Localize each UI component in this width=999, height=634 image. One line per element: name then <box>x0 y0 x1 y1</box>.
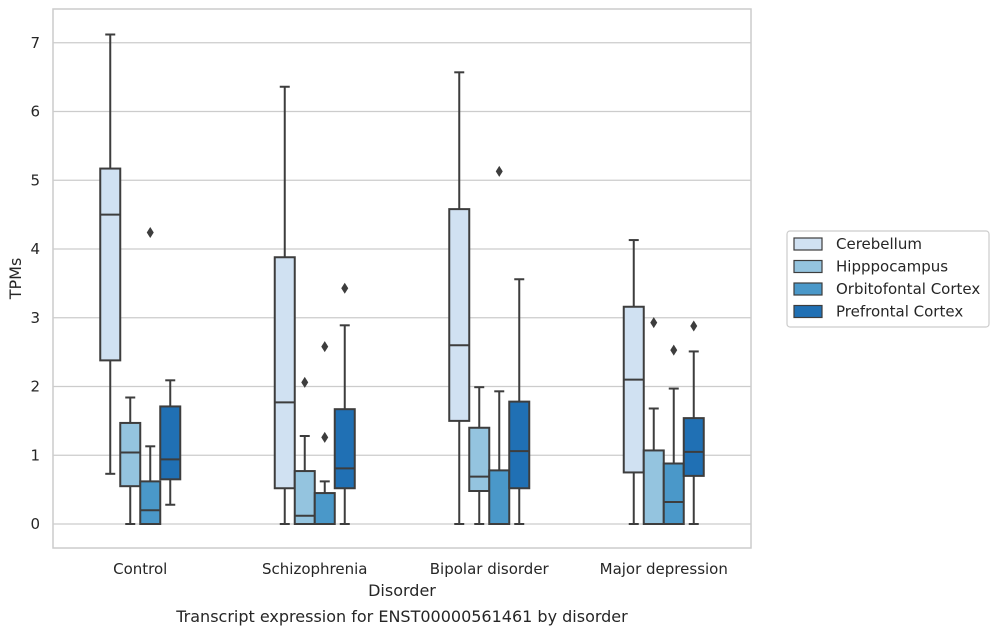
box-orbitofontal-cortex <box>662 344 685 525</box>
box-iqr <box>468 426 491 492</box>
legend-swatch <box>793 237 823 251</box>
outlier-point <box>321 341 329 353</box>
x-tick-label: Control <box>113 560 167 578</box>
boxes <box>99 33 705 525</box>
y-tick-label: 6 <box>30 103 40 121</box>
legend-label: Orbitofontal Cortex <box>836 280 980 298</box>
outlier-point <box>670 344 678 356</box>
y-tick-label: 7 <box>30 34 40 52</box>
box-hipppocampus <box>468 386 491 525</box>
box-iqr <box>333 408 356 490</box>
legend-label: Prefrontal Cortex <box>836 303 963 321</box>
box-iqr <box>159 405 182 481</box>
y-tick-label: 5 <box>30 171 40 189</box>
box-orbitofontal-cortex <box>488 165 511 525</box>
box-iqr <box>448 208 471 422</box>
box-iqr <box>662 462 685 525</box>
outlier-point <box>495 165 503 177</box>
box-iqr <box>273 256 296 490</box>
legend-label: Cerebellum <box>836 235 922 253</box>
box-cerebellum <box>622 239 645 525</box>
box-prefrontal-cortex <box>682 320 705 525</box>
box-iqr <box>642 449 665 525</box>
box-orbitofontal-cortex <box>313 341 336 525</box>
outlier-point <box>321 431 329 443</box>
legend-label: Hipppocampus <box>836 258 948 276</box>
outlier-point <box>650 317 658 329</box>
x-tick-label: Bipolar disorder <box>430 560 550 578</box>
legend-swatch <box>793 282 823 296</box>
legend-frame <box>786 230 990 328</box>
box-hipppocampus <box>642 317 665 525</box>
box-iqr <box>488 469 511 525</box>
x-tick-label: Schizophrenia <box>262 560 367 578</box>
y-tick-label: 4 <box>30 240 40 258</box>
box-iqr <box>313 492 336 525</box>
y-axis-ticks: 0 1 2 3 4 5 6 7 <box>30 34 40 533</box>
box-iqr <box>119 421 142 488</box>
box-iqr <box>682 417 705 477</box>
legend-swatch <box>793 259 823 274</box>
outlier-point <box>146 227 154 238</box>
y-tick-label: 0 <box>30 515 40 533</box>
outlier-point <box>301 376 309 388</box>
box-cerebellum <box>273 85 296 525</box>
outlier-point <box>341 282 349 294</box>
box-iqr <box>508 400 531 490</box>
box-orbitofontal-cortex <box>139 227 162 525</box>
x-tick-label: Major depression <box>600 560 728 578</box>
x-axis-ticks: Control Schizophrenia Bipolar disorder Majo… <box>113 560 728 578</box>
y-axis-label: TPMs <box>6 258 25 301</box>
y-tick-label: 2 <box>30 378 40 396</box>
box-cerebellum <box>448 71 471 525</box>
box-iqr <box>99 167 122 362</box>
y-tick-label: 3 <box>30 309 40 327</box>
box-prefrontal-cortex <box>159 379 182 506</box>
box-prefrontal-cortex <box>333 282 356 525</box>
box-hipppocampus <box>293 376 316 525</box>
y-tick-label: 1 <box>30 446 40 464</box>
legend-swatch <box>793 304 823 319</box>
box-cerebellum <box>99 33 122 475</box>
box-prefrontal-cortex <box>508 278 531 525</box>
x-axis-label: Disorder <box>368 581 436 600</box>
chart-caption: Transcript expression for ENST0000056146… <box>175 607 628 626</box>
legend: Cerebellum Hipppocampus Orbitofontal Corte… <box>786 230 990 328</box>
box-iqr <box>139 480 162 525</box>
box-iqr <box>622 305 645 474</box>
outlier-point <box>690 320 698 332</box>
box-hipppocampus <box>119 396 142 525</box>
plot-area-frame <box>52 8 752 549</box>
